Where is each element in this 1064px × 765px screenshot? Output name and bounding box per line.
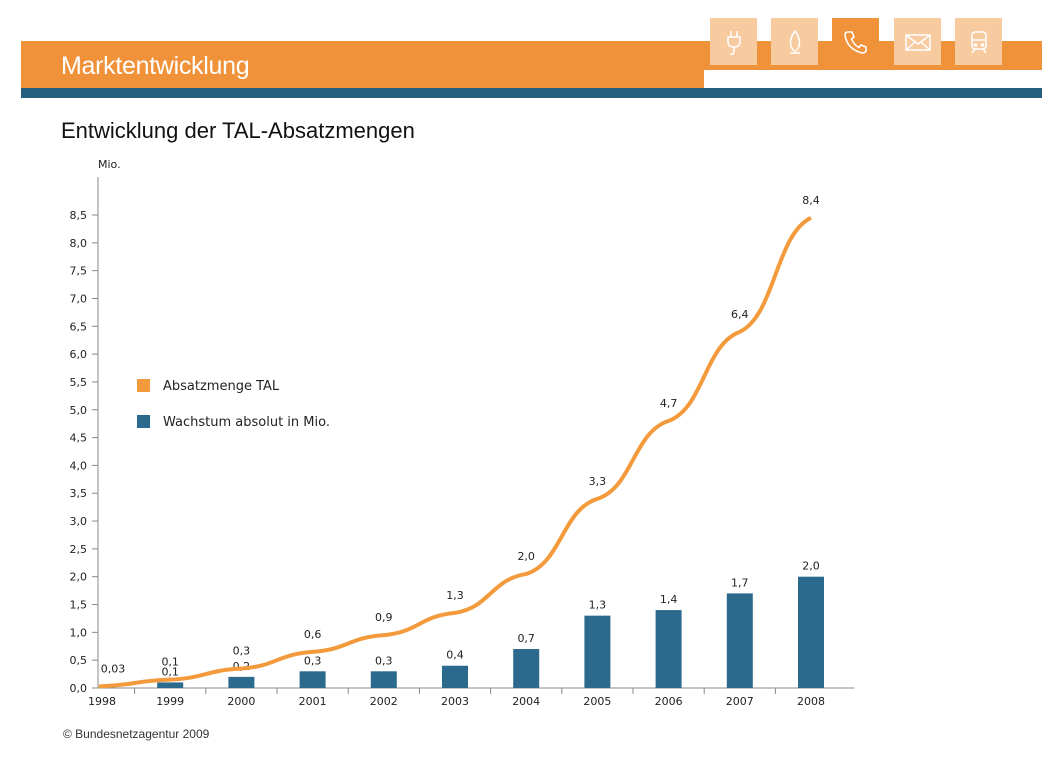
header-notch — [704, 70, 1042, 88]
legend-label: Absatzmenge TAL — [163, 379, 280, 394]
x-tick-label: 2000 — [227, 695, 255, 708]
y-tick-label: 2,0 — [70, 571, 88, 584]
y-tick-label: 6,5 — [70, 320, 88, 333]
line-value-label: 6,4 — [731, 308, 749, 321]
header-underline — [21, 88, 1042, 98]
header-band — [21, 41, 704, 88]
bar — [228, 676, 255, 688]
line-value-label: 0,3 — [233, 645, 251, 658]
bar-value-label: 0,4 — [446, 649, 464, 662]
tab-gas[interactable] — [771, 18, 818, 65]
bar-value-label: 0,7 — [517, 632, 535, 645]
y-tick-label: 7,0 — [70, 292, 88, 305]
y-tick-label: 1,0 — [70, 626, 88, 639]
y-tick-label: 8,0 — [70, 237, 88, 250]
line-value-label: 0,9 — [375, 611, 393, 624]
tab-post[interactable] — [894, 18, 941, 65]
page-title: Marktentwicklung — [61, 52, 250, 80]
bar-value-label: 1,3 — [589, 599, 607, 612]
y-tick-label: 4,0 — [70, 459, 88, 472]
line-value-label: 0,03 — [101, 662, 126, 675]
line-value-label: 8,4 — [802, 194, 820, 207]
line-value-label: 0,1 — [161, 656, 179, 669]
y-tick-label: 0,5 — [70, 654, 88, 667]
y-tick-label: 6,0 — [70, 348, 88, 361]
bar-value-label: 1,4 — [660, 593, 678, 606]
bar — [513, 649, 540, 688]
copyright: © Bundesnetzagentur 2009 — [63, 727, 210, 741]
x-tick-label: 2001 — [299, 695, 327, 708]
tab-rail[interactable] — [955, 18, 1002, 65]
bar — [798, 576, 824, 688]
bar-value-label: 0,1 — [161, 665, 179, 678]
y-tick-label: 4,5 — [70, 432, 88, 445]
bar — [370, 671, 397, 688]
y-unit-label: Mio. — [98, 158, 121, 171]
tab-telecom[interactable] — [832, 18, 879, 65]
phone-icon — [843, 30, 867, 54]
line-value-label: 1,3 — [446, 589, 464, 602]
x-tick-label: 2004 — [512, 695, 540, 708]
series-line-absatzmenge — [98, 215, 812, 689]
y-tick-label: 5,5 — [70, 376, 88, 389]
x-tick-label: 1998 — [88, 695, 116, 708]
x-tick-label: 2008 — [797, 695, 825, 708]
plug-icon — [726, 30, 741, 55]
y-tick-label: 3,5 — [70, 487, 88, 500]
x-tick-label: 1999 — [156, 695, 184, 708]
legend-label: Wachstum absolut in Mio. — [163, 415, 330, 430]
bar — [157, 682, 184, 688]
bar — [299, 671, 326, 688]
chart-title: Entwicklung der TAL-Absatzmengen — [61, 118, 415, 143]
envelope-icon — [904, 33, 931, 51]
y-tick-label: 7,5 — [70, 265, 88, 278]
x-tick-label: 2003 — [441, 695, 469, 708]
bar — [655, 610, 682, 688]
y-tick-label: 8,5 — [70, 209, 88, 222]
y-tick-label: 1,5 — [70, 599, 88, 612]
flame-icon — [789, 29, 800, 54]
line-value-label: 0,6 — [304, 628, 322, 641]
x-tick-label: 2006 — [655, 695, 683, 708]
bar-value-label: 0,3 — [304, 654, 322, 667]
x-tick-label: 2007 — [726, 695, 754, 708]
bar — [726, 593, 753, 688]
bar — [584, 615, 611, 688]
y-tick-label: 5,0 — [70, 404, 88, 417]
line-value-label: 2,0 — [517, 550, 535, 563]
tab-energy[interactable] — [710, 18, 757, 65]
train-icon — [970, 30, 987, 53]
bar — [442, 665, 468, 688]
x-tick-label: 2005 — [583, 695, 611, 708]
y-tick-label: 3,0 — [70, 515, 88, 528]
y-tick-label: 2,5 — [70, 543, 88, 556]
y-tick-label: 0,0 — [70, 682, 88, 695]
legend-swatch — [137, 379, 150, 392]
x-tick-label: 2002 — [370, 695, 398, 708]
line-value-label: 3,3 — [589, 475, 607, 488]
bar-value-label: 2,0 — [802, 560, 820, 573]
bar-value-label: 0,3 — [375, 654, 393, 667]
line-value-label: 4,7 — [660, 397, 678, 410]
legend-swatch — [137, 415, 150, 428]
bar-value-label: 1,7 — [731, 576, 749, 589]
